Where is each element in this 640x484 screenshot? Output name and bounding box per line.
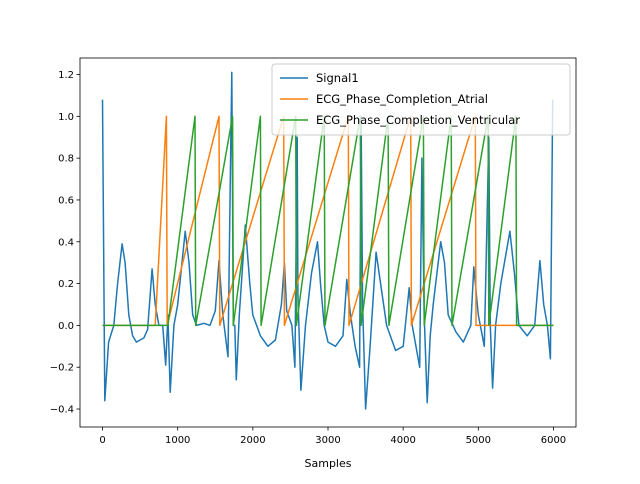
y-tick-label: 0.6 <box>58 195 74 206</box>
x-axis-label: Samples <box>305 457 352 470</box>
y-tick-label: 1.2 <box>58 70 74 81</box>
y-tick-label: 1.0 <box>58 112 74 123</box>
legend-label: ECG_Phase_Completion_Ventricular <box>316 113 520 127</box>
x-tick-label: 1000 <box>165 435 190 446</box>
x-tick-label: 6000 <box>541 435 566 446</box>
y-tick-label: 0.8 <box>58 154 74 165</box>
legend-box <box>271 63 571 136</box>
y-tick-label: 0.0 <box>58 321 74 332</box>
y-tick-label: 0.4 <box>58 237 74 248</box>
legend-label: ECG_Phase_Completion_Atrial <box>316 92 488 106</box>
x-tick-label: 0 <box>99 435 105 446</box>
y-tick-label: −0.2 <box>50 363 74 374</box>
x-tick-label: 2000 <box>240 435 265 446</box>
x-tick-label: 3000 <box>315 435 340 446</box>
x-tick-label: 4000 <box>390 435 415 446</box>
legend-label: Signal1 <box>316 71 359 85</box>
y-tick-label: 0.2 <box>58 279 74 290</box>
axes-frame <box>79 57 577 428</box>
y-tick-label: −0.4 <box>50 405 74 416</box>
series-line <box>102 115 554 327</box>
series-line <box>101 71 554 410</box>
x-tick-label: 5000 <box>466 435 491 446</box>
